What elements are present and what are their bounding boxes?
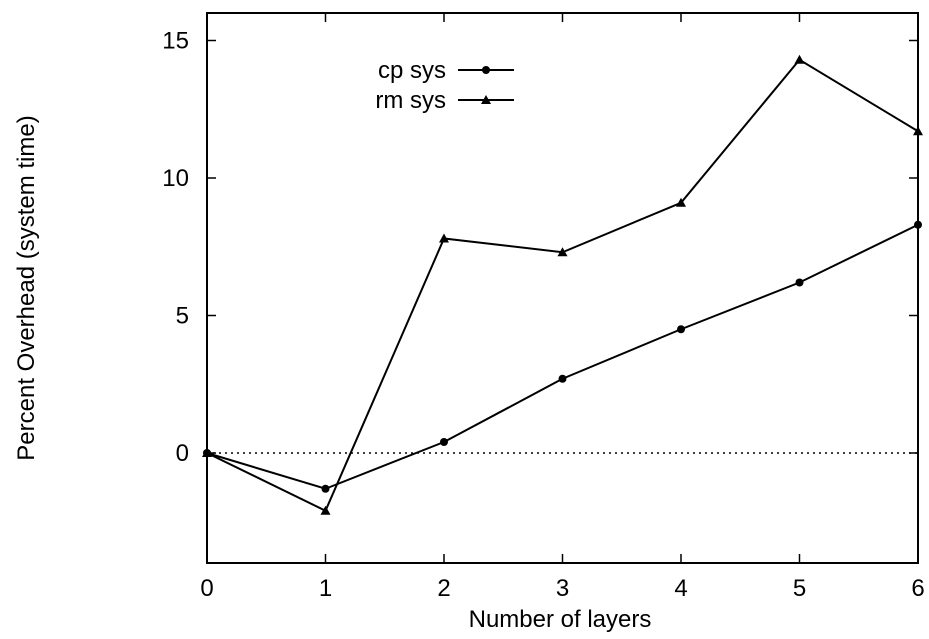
x-tick-label: 2 [437,575,450,602]
data-point-circle [440,438,448,446]
data-point-circle [482,66,490,74]
data-point-triangle [557,247,568,257]
legend-label: rm sys [375,87,446,114]
x-axis-label: Number of layers [469,606,652,633]
data-point-triangle [202,448,212,457]
y-tick-label: 5 [176,303,189,330]
data-point-triangle [794,54,805,64]
data-point-circle [321,484,330,493]
series-cp-sys [203,220,922,493]
x-tick-label: 5 [793,575,806,602]
data-point-circle [914,220,922,229]
y-tick-label: 10 [162,165,189,192]
x-tick-label: 4 [674,575,687,602]
data-point-triangle [481,95,491,104]
data-point-triangle [320,505,331,515]
x-tick-label: 1 [319,575,332,602]
y-tick-label: 0 [176,440,189,467]
legend-label: cp sys [378,57,446,84]
series-line [206,223,919,490]
data-point-triangle [676,197,686,207]
data-point-circle [677,325,685,334]
data-point-triangle [913,126,923,136]
y-axis-ticks: 0 5 10 15 [162,28,918,467]
x-tick-label: 0 [200,575,213,602]
series-layer [202,54,923,515]
series-rm-sys [202,54,923,515]
x-tick-label: 6 [911,575,924,602]
y-axis-label: Percent Overhead (system time) [13,115,40,460]
series-line [206,58,919,513]
data-point-circle [558,374,567,383]
y-tick-label: 15 [162,28,189,55]
x-axis-ticks: 0 1 2 3 4 5 6 [200,13,925,602]
data-point-circle [795,278,804,287]
data-point-triangle [439,233,449,243]
legend: cp sys rm sys [375,57,514,114]
plot-frame [206,12,919,564]
x-tick-label: 3 [556,575,569,602]
